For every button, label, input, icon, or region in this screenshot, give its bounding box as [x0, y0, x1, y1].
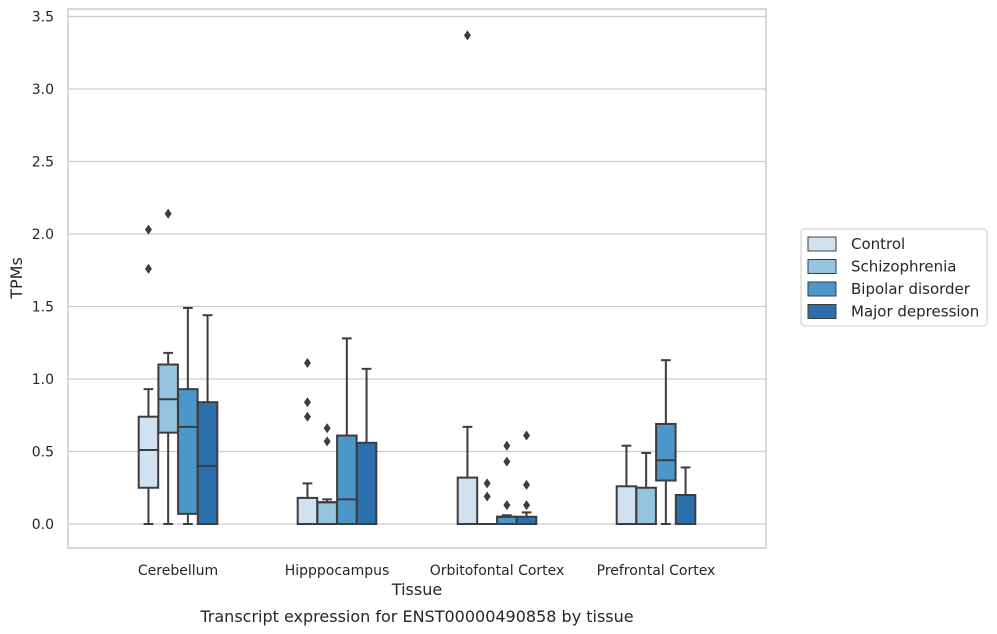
box-0-2: [177, 306, 199, 525]
outlier-point: [523, 479, 531, 490]
legend-label: Bipolar disorder: [851, 280, 971, 298]
box-1-2: [336, 337, 358, 525]
y-tick-label: 0.5: [32, 445, 54, 461]
outlier-point: [483, 491, 491, 502]
legend: Control Schizophrenia Bipolar disorder Majo…: [800, 228, 988, 327]
box-3-2: [655, 359, 677, 525]
box-0-0: [137, 224, 160, 525]
y-tick-label: 3.0: [32, 82, 54, 98]
x-tick-label: Orbitofontal Cortex: [430, 563, 565, 579]
legend-frame: [800, 228, 988, 327]
box-body: [456, 476, 479, 526]
outlier-point: [523, 430, 531, 441]
outlier-point: [303, 397, 311, 408]
box-body: [336, 434, 358, 525]
legend-swatch: [807, 259, 837, 274]
box-1-1: [316, 423, 338, 525]
plot-frame: [67, 8, 767, 549]
box-body: [296, 496, 319, 525]
y-tick-label: 0.0: [32, 517, 54, 533]
y-tick-label: 1.0: [32, 372, 54, 388]
outlier-point: [503, 440, 511, 451]
box-body: [196, 401, 219, 526]
legend-swatch: [807, 304, 837, 319]
outlier-point: [164, 208, 172, 219]
box-body: [355, 441, 378, 525]
legend-swatch: [807, 236, 837, 252]
outlier-point: [323, 436, 331, 447]
box-2-2: [496, 440, 518, 525]
box-3-3: [674, 466, 697, 525]
boxes: [137, 30, 697, 526]
x-tick-label: Hipppocampus: [285, 563, 390, 579]
box-body: [655, 422, 677, 482]
outlier-point: [483, 478, 491, 489]
box-1-3: [355, 367, 378, 525]
outlier-point: [144, 224, 152, 235]
box-2-0: [456, 30, 479, 526]
box-body: [635, 486, 657, 525]
x-axis-label: Tissue: [391, 580, 442, 599]
box-0-1: [157, 208, 179, 525]
outlier-point: [503, 456, 511, 467]
legend-label: Control: [851, 235, 905, 253]
x-tick-label: Cerebellum: [138, 563, 218, 579]
box-2-1: [476, 478, 498, 526]
box-3-1: [635, 451, 657, 525]
legend-label: Major depression: [851, 303, 979, 321]
y-axis-label: TPMs: [7, 257, 26, 300]
x-tick-label: Prefrontal Cortex: [597, 563, 716, 579]
box-body: [674, 494, 697, 525]
box-body: [177, 388, 199, 515]
y-tick-label: 2.0: [32, 227, 54, 243]
box-body: [615, 485, 638, 525]
outlier-point: [323, 423, 331, 434]
outlier-point: [303, 411, 311, 422]
box-body: [137, 415, 160, 489]
legend-label: Schizophrenia: [851, 258, 956, 276]
outlier-point: [523, 500, 531, 511]
y-tick-labels: 0.0 0.5 1.0 1.5 2.0 2.5 3.0 3.5: [32, 10, 54, 534]
box-2-3: [515, 430, 538, 525]
outlier-point: [144, 263, 152, 274]
box-body: [316, 501, 338, 525]
x-tick-labels: Cerebellum Hipppocampus Orbitofontal Corte…: [138, 563, 715, 579]
outlier-point: [463, 30, 471, 41]
y-tick-label: 3.5: [32, 10, 54, 26]
box-1-0: [296, 358, 319, 525]
box-body: [515, 515, 538, 525]
box-0-3: [196, 314, 219, 526]
outlier-point: [303, 358, 311, 369]
box-3-0: [615, 444, 638, 525]
y-tick-label: 2.5: [32, 155, 54, 171]
box-body: [496, 515, 518, 525]
chart-title: Transcript expression for ENST0000049085…: [199, 607, 633, 626]
outlier-point: [503, 500, 511, 511]
y-tick-label: 1.5: [32, 300, 54, 316]
legend-swatch: [807, 281, 837, 297]
